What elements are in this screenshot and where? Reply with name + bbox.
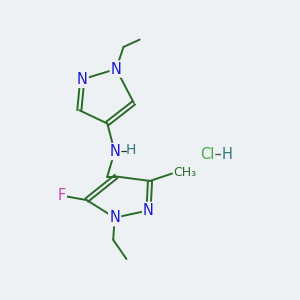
Text: F: F bbox=[58, 188, 66, 203]
Text: N: N bbox=[109, 210, 120, 225]
Text: N: N bbox=[143, 203, 154, 218]
Text: N: N bbox=[109, 144, 120, 159]
Text: H: H bbox=[126, 143, 136, 157]
Text: CH₃: CH₃ bbox=[174, 166, 197, 178]
Text: N: N bbox=[111, 61, 122, 76]
Text: H: H bbox=[222, 147, 232, 162]
Text: Cl: Cl bbox=[200, 147, 214, 162]
Text: N: N bbox=[77, 72, 88, 87]
